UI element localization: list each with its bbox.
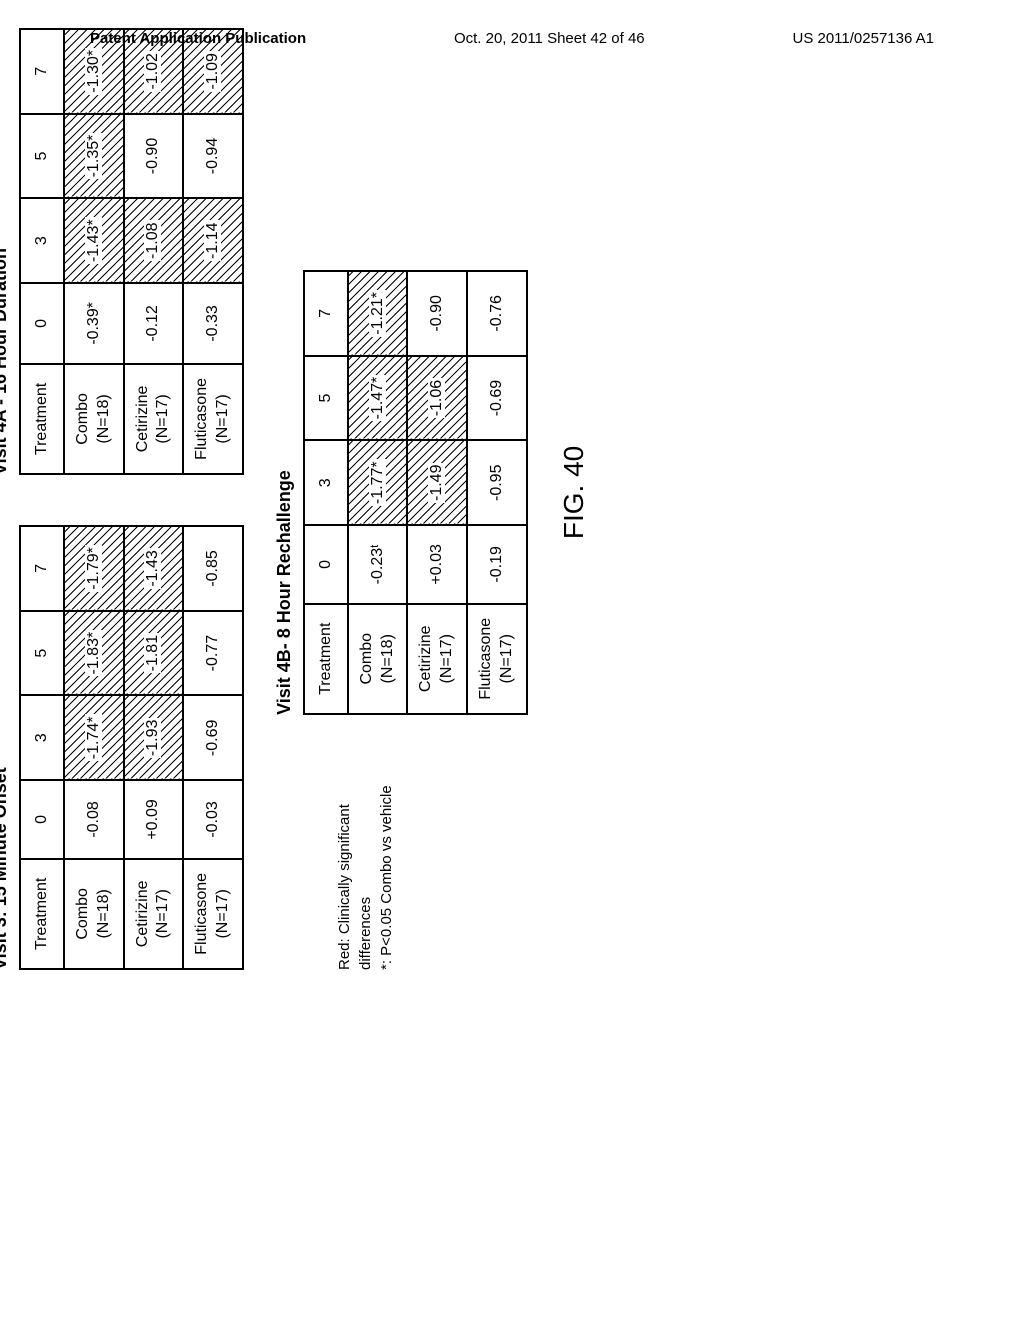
data-cell: -1.74* xyxy=(64,695,124,780)
table-header-cell: 0 xyxy=(304,525,348,603)
visit4b-table: Treatment0357Combo(N=18)-0.23ᵗ-1.77*-1.4… xyxy=(303,270,528,715)
visit4b-block: Visit 4B- 8 Hour Rechallenge Treatment03… xyxy=(274,270,590,715)
data-cell: -0.77 xyxy=(183,611,243,696)
table-header-cell: 3 xyxy=(20,198,64,283)
table-row: Fluticasone(N=17)-0.03-0.69-0.77-0.85 xyxy=(183,526,243,969)
treatment-cell: Cetirizine(N=17) xyxy=(407,604,467,714)
data-cell: -1.14 xyxy=(183,198,243,283)
table-header-row: Treatment0357 xyxy=(20,29,64,474)
visit3-title: Visit 3: 15 Minute Onset xyxy=(0,525,11,970)
treatment-cell: Combo(N=18) xyxy=(64,364,124,474)
data-cell: -0.95 xyxy=(467,440,527,525)
visit3-block: Visit 3: 15 Minute Onset Treatment0357Co… xyxy=(0,525,244,970)
data-cell: -1.02 xyxy=(124,29,184,114)
figure-content: Visit 3: 15 Minute Onset Treatment0357Co… xyxy=(0,270,990,970)
footnote: Red: Clinically significant differences … xyxy=(334,765,397,970)
data-cell: -0.90 xyxy=(407,271,467,356)
table-row: Cetirizine(N=17)+0.03-1.49-1.06-0.90 xyxy=(407,271,467,714)
treatment-cell: Cetirizine(N=17) xyxy=(124,859,184,969)
table-header-cell: 5 xyxy=(20,611,64,696)
table-header-cell: 7 xyxy=(304,271,348,356)
data-cell: -1.77* xyxy=(348,440,408,525)
data-cell: -1.35* xyxy=(64,114,124,199)
header-center: Oct. 20, 2011 Sheet 42 of 46 xyxy=(454,30,645,47)
treatment-cell: Combo(N=18) xyxy=(64,859,124,969)
treatment-cell: Fluticasone(N=17) xyxy=(183,859,243,969)
data-cell: -1.21* xyxy=(348,271,408,356)
table-header-row: Treatment0357 xyxy=(20,526,64,969)
data-cell: -0.90 xyxy=(124,114,184,199)
table-header-cell: 5 xyxy=(304,356,348,441)
data-cell: -1.43 xyxy=(124,526,184,611)
table-header-cell: Treatment xyxy=(304,604,348,714)
table-row: Cetirizine(N=17)+0.09-1.93-1.81-1.43 xyxy=(124,526,184,969)
table-header-cell: 7 xyxy=(20,29,64,114)
table-header-cell: 3 xyxy=(20,695,64,780)
top-tables-row: Visit 3: 15 Minute Onset Treatment0357Co… xyxy=(0,270,274,970)
footnote-line1: Red: Clinically significant differences xyxy=(334,765,376,970)
data-cell: -1.47* xyxy=(348,356,408,441)
data-cell: -1.06 xyxy=(407,356,467,441)
table-header-cell: 0 xyxy=(20,283,64,364)
data-cell: -0.85 xyxy=(183,526,243,611)
table-header-cell: Treatment xyxy=(20,364,64,474)
table-row: Fluticasone(N=17)-0.19-0.95-0.69-0.76 xyxy=(467,271,527,714)
data-cell: -1.81 xyxy=(124,611,184,696)
table-header-cell: 5 xyxy=(20,114,64,199)
visit4a-table: Treatment0357Combo(N=18)-0.39*-1.43*-1.3… xyxy=(19,28,244,475)
treatment-cell: Fluticasone(N=17) xyxy=(467,604,527,714)
treatment-cell: Combo(N=18) xyxy=(348,604,408,714)
table-header-cell: 3 xyxy=(304,440,348,525)
footnote-block: Red: Clinically significant differences … xyxy=(274,765,620,970)
data-cell: -0.69 xyxy=(183,695,243,780)
data-cell: -0.23ᵗ xyxy=(348,525,408,603)
table-row: Fluticasone(N=17)-0.33-1.14-0.94-1.09 xyxy=(183,29,243,474)
data-cell: -0.94 xyxy=(183,114,243,199)
data-cell: -1.83* xyxy=(64,611,124,696)
treatment-cell: Fluticasone(N=17) xyxy=(183,364,243,474)
data-cell: -1.93 xyxy=(124,695,184,780)
treatment-cell: Cetirizine(N=17) xyxy=(124,364,184,474)
footnote-line2: *: P<0.05 Combo vs vehicle xyxy=(376,765,397,970)
table-row: Combo(N=18)-0.39*-1.43*-1.35*-1.30* xyxy=(64,29,124,474)
bottom-tables-row: Red: Clinically significant differences … xyxy=(274,270,620,970)
data-cell: -0.33 xyxy=(183,283,243,364)
visit4b-title: Visit 4B- 8 Hour Rechallenge xyxy=(274,270,295,715)
visit3-table: Treatment0357Combo(N=18)-0.08-1.74*-1.83… xyxy=(19,525,244,970)
table-row: Combo(N=18)-0.08-1.74*-1.83*-1.79* xyxy=(64,526,124,969)
table-header-cell: 7 xyxy=(20,526,64,611)
table-row: Combo(N=18)-0.23ᵗ-1.77*-1.47*-1.21* xyxy=(348,271,408,714)
data-cell: -1.30* xyxy=(64,29,124,114)
data-cell: -1.09 xyxy=(183,29,243,114)
data-cell: +0.03 xyxy=(407,525,467,603)
table-row: Cetirizine(N=17)-0.12-1.08-0.90-1.02 xyxy=(124,29,184,474)
header-right: US 2011/0257136 A1 xyxy=(792,30,934,47)
data-cell: -0.08 xyxy=(64,780,124,858)
data-cell: -0.12 xyxy=(124,283,184,364)
data-cell: -0.69 xyxy=(467,356,527,441)
data-cell: -1.43* xyxy=(64,198,124,283)
data-cell: -0.19 xyxy=(467,525,527,603)
data-cell: -0.03 xyxy=(183,780,243,858)
data-cell: -1.79* xyxy=(64,526,124,611)
visit4a-title: Visit 4A - 16 Hour Duration xyxy=(0,28,11,475)
figure-label: FIG. 40 xyxy=(558,270,590,715)
data-cell: -0.39* xyxy=(64,283,124,364)
data-cell: -1.49 xyxy=(407,440,467,525)
data-cell: -1.08 xyxy=(124,198,184,283)
visit4a-block: Visit 4A - 16 Hour Duration Treatment035… xyxy=(0,28,244,475)
table-header-cell: Treatment xyxy=(20,859,64,969)
table-header-row: Treatment0357 xyxy=(304,271,348,714)
data-cell: +0.09 xyxy=(124,780,184,858)
table-header-cell: 0 xyxy=(20,780,64,858)
data-cell: -0.76 xyxy=(467,271,527,356)
